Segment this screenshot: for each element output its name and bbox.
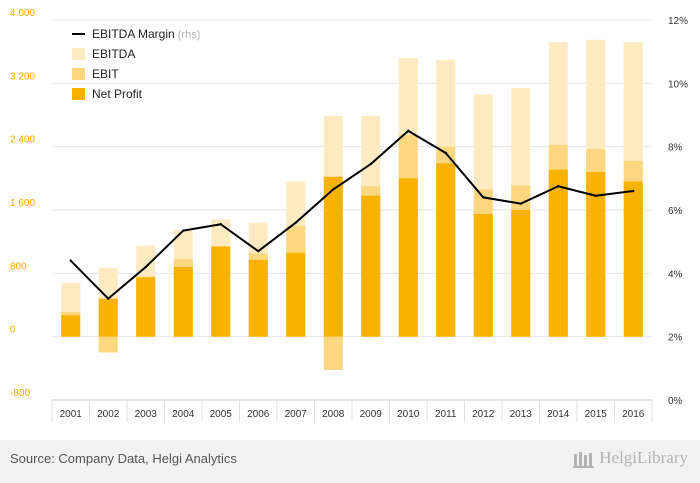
legend-label: EBITDA Margin (rhs)	[92, 27, 200, 41]
bar-net-profit	[623, 181, 643, 337]
line-point	[144, 265, 147, 269]
bar-net-profit	[248, 259, 268, 337]
y-left-tick-label: 2 400	[10, 135, 35, 146]
x-tick-label: 2011	[435, 409, 457, 420]
library-icon	[573, 452, 595, 469]
bar-net-profit	[61, 315, 81, 337]
y-left-tick-label: 3 200	[10, 71, 35, 82]
x-tick-label: 2003	[135, 409, 158, 420]
bar-net-profit	[173, 267, 193, 337]
y-right-tick-label: 2%	[668, 333, 683, 344]
x-tick-label: 2002	[97, 409, 120, 420]
x-tick-label: 2006	[247, 409, 270, 420]
x-tick-label: 2013	[510, 409, 533, 420]
y-left-tick-label: -800	[10, 388, 30, 399]
x-tick-label: 2007	[285, 409, 308, 420]
y-right-tick-label: 8%	[668, 143, 683, 154]
line-point	[257, 249, 260, 253]
x-tick-label: 2010	[397, 409, 420, 420]
bar-net-profit	[398, 178, 418, 337]
helgi-library-logo: HelgiLibrary	[573, 448, 688, 469]
legend-swatch	[72, 48, 85, 60]
line-point	[369, 162, 372, 166]
y-right-tick-label: 6%	[668, 206, 683, 217]
bar-net-profit	[323, 176, 343, 337]
legend-swatch	[72, 88, 85, 100]
x-tick-label: 2009	[360, 409, 383, 420]
bar-net-profit	[436, 163, 456, 337]
combo-chart: 2001 2002 2003 2004 2005 2006 2007 2008 2009 2010…	[10, 8, 688, 422]
x-tick-label: 2005	[210, 409, 233, 420]
legend-suffix: (rhs)	[175, 29, 201, 41]
x-tick-label: 2012	[472, 409, 495, 420]
x-tick-label: 2004	[172, 409, 195, 420]
line-point	[219, 223, 222, 226]
line-point	[594, 194, 597, 197]
y-left-tick-label: 800	[10, 261, 27, 272]
bar-net-profit	[473, 213, 493, 337]
line-point	[69, 259, 72, 262]
bar-net-profit	[98, 298, 118, 337]
bar-net-profit	[361, 195, 381, 337]
line-point	[557, 185, 560, 188]
bar-net-profit	[548, 169, 568, 337]
x-tick-label: 2014	[547, 409, 570, 420]
legend-swatch	[72, 68, 85, 80]
bar-ebit	[323, 336, 343, 370]
line-point	[519, 202, 522, 205]
line-point	[482, 196, 485, 199]
source-note: Source: Company Data, Helgi Analytics	[10, 451, 237, 466]
legend-label: Net Profit	[92, 87, 143, 101]
y-right-tick-label: 12%	[668, 16, 688, 27]
bar-ebit	[98, 336, 118, 353]
line-point	[632, 189, 635, 193]
bar-net-profit	[511, 210, 531, 337]
line-point	[407, 129, 410, 133]
line-ebitda-margin	[70, 129, 634, 300]
line-point	[182, 229, 185, 232]
legend-label: EBITDA	[92, 47, 135, 61]
y-right-tick-label: 4%	[668, 269, 683, 280]
bar-net-profit	[211, 246, 231, 337]
logo-text: HelgiLibrary	[599, 448, 688, 467]
footer: Source: Company Data, Helgi Analytics He…	[0, 440, 700, 483]
y-left-tick-label: 1 600	[10, 198, 35, 209]
x-tick-label: 2001	[60, 409, 83, 420]
x-tick-label: 2015	[585, 409, 608, 420]
x-tick-label: 2016	[622, 409, 645, 420]
line-point	[332, 188, 335, 191]
bar-net-profit	[586, 172, 606, 337]
bar-net-profit	[286, 252, 306, 337]
x-tick-label: 2008	[322, 409, 345, 420]
bar-net-profit	[136, 277, 156, 337]
legend-label: EBIT	[92, 67, 119, 81]
line-point	[107, 297, 110, 300]
y-right-tick-label: 0%	[668, 396, 683, 407]
y-left-tick-label: 0	[10, 325, 16, 336]
y-right-tick-label: 10%	[668, 79, 688, 90]
y-left-tick-label: 4 000	[10, 8, 35, 19]
line-point	[294, 221, 297, 224]
line-point	[444, 151, 447, 155]
